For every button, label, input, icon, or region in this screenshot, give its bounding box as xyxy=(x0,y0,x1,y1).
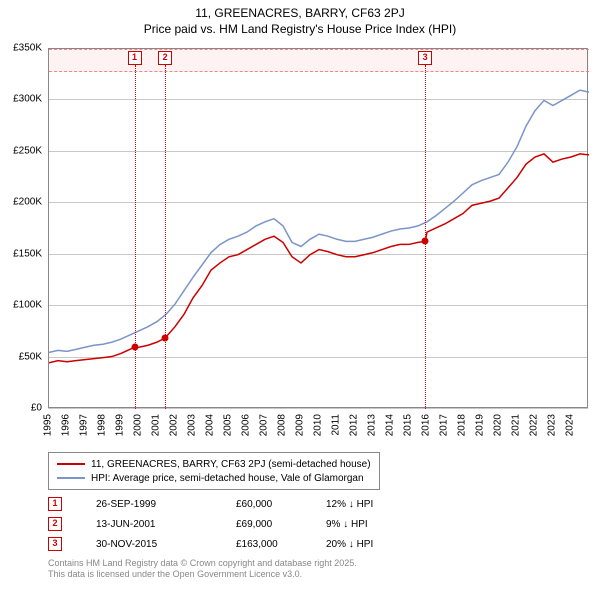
legend-label: 11, GREENACRES, BARRY, CF63 2PJ (semi-de… xyxy=(91,459,371,470)
footer-line2: This data is licensed under the Open Gov… xyxy=(48,569,357,580)
legend-swatch xyxy=(57,463,85,465)
x-tick-label: 2005 xyxy=(223,414,234,436)
annotation-date: 30-NOV-2015 xyxy=(96,539,236,550)
chart-title-block: 11, GREENACRES, BARRY, CF63 2PJ Price pa… xyxy=(0,0,600,37)
x-tick-label: 2002 xyxy=(169,414,180,436)
x-tick-label: 2022 xyxy=(529,414,540,436)
marker-box: 2 xyxy=(158,51,172,65)
x-tick-label: 1996 xyxy=(61,414,72,436)
marker-box: 3 xyxy=(418,51,432,65)
x-tick-label: 2024 xyxy=(565,414,576,436)
annotation-id-box: 3 xyxy=(48,537,62,551)
x-tick-label: 2008 xyxy=(277,414,288,436)
annotation-row: 2 13-JUN-2001£69,0009% ↓ HPI xyxy=(48,514,373,534)
x-tick-label: 2016 xyxy=(421,414,432,436)
x-tick-label: 2013 xyxy=(367,414,378,436)
legend-row: HPI: Average price, semi-detached house,… xyxy=(57,471,371,485)
y-tick-label: £200K xyxy=(0,197,42,208)
x-tick-label: 2014 xyxy=(385,414,396,436)
y-tick-label: £300K xyxy=(0,94,42,105)
plot-area: 1 2 3 xyxy=(48,48,588,408)
annotation-price: £163,000 xyxy=(236,539,326,550)
y-tick-label: £350K xyxy=(0,43,42,54)
x-tick-label: 2007 xyxy=(259,414,270,436)
x-tick-label: 2003 xyxy=(187,414,198,436)
x-tick-label: 2011 xyxy=(331,414,342,436)
legend-row: 11, GREENACRES, BARRY, CF63 2PJ (semi-de… xyxy=(57,457,371,471)
x-tick-label: 2018 xyxy=(457,414,468,436)
x-tick-label: 2017 xyxy=(439,414,450,436)
footer-attribution: Contains HM Land Registry data © Crown c… xyxy=(48,558,357,581)
x-tick-label: 2000 xyxy=(133,414,144,436)
chart-container: 11, GREENACRES, BARRY, CF63 2PJ Price pa… xyxy=(0,0,600,590)
x-tick-label: 1997 xyxy=(79,414,90,436)
y-tick-label: £250K xyxy=(0,145,42,156)
marker-dot xyxy=(131,344,138,351)
marker-dot xyxy=(162,335,169,342)
x-tick-label: 2019 xyxy=(475,414,486,436)
x-tick-label: 2010 xyxy=(313,414,324,436)
annotation-price: £69,000 xyxy=(236,519,326,530)
x-tick-label: 2009 xyxy=(295,414,306,436)
annotation-id-box: 1 xyxy=(48,497,62,511)
x-tick-label: 2021 xyxy=(511,414,522,436)
x-tick-label: 2012 xyxy=(349,414,360,436)
sale-annotation-table: 1 26-SEP-1999£60,00012% ↓ HPI 2 13-JUN-2001… xyxy=(48,494,373,554)
footer-line1: Contains HM Land Registry data © Crown c… xyxy=(48,558,357,569)
line-series-svg xyxy=(49,49,589,409)
annotation-pct: 12% ↓ HPI xyxy=(326,499,373,510)
marker-box: 1 xyxy=(128,51,142,65)
series-property xyxy=(49,154,589,363)
legend-label: HPI: Average price, semi-detached house,… xyxy=(91,473,364,484)
marker-line xyxy=(135,65,136,409)
legend-swatch xyxy=(57,477,85,479)
marker-line xyxy=(165,65,166,409)
x-tick-label: 1995 xyxy=(43,414,54,436)
x-tick-label: 2004 xyxy=(205,414,216,436)
annotation-price: £60,000 xyxy=(236,499,326,510)
annotation-date: 13-JUN-2001 xyxy=(96,519,236,530)
annotation-pct: 20% ↓ HPI xyxy=(326,539,373,550)
x-tick-label: 2015 xyxy=(403,414,414,436)
chart-title-line1: 11, GREENACRES, BARRY, CF63 2PJ xyxy=(0,6,600,22)
x-tick-label: 1998 xyxy=(97,414,108,436)
x-tick-label: 2023 xyxy=(547,414,558,436)
annotation-pct: 9% ↓ HPI xyxy=(326,519,368,530)
y-tick-label: £0 xyxy=(0,403,42,414)
x-tick-label: 2001 xyxy=(151,414,162,436)
annotation-id-box: 2 xyxy=(48,517,62,531)
marker-dot xyxy=(422,238,429,245)
annotation-row: 1 26-SEP-1999£60,00012% ↓ HPI xyxy=(48,494,373,514)
chart-title-line2: Price paid vs. HM Land Registry's House … xyxy=(0,22,600,38)
annotation-row: 3 30-NOV-2015£163,00020% ↓ HPI xyxy=(48,534,373,554)
y-tick-label: £100K xyxy=(0,300,42,311)
y-tick-label: £150K xyxy=(0,248,42,259)
y-tick-label: £50K xyxy=(0,351,42,362)
annotation-date: 26-SEP-1999 xyxy=(96,499,236,510)
legend: 11, GREENACRES, BARRY, CF63 2PJ (semi-de… xyxy=(48,452,380,490)
series-hpi xyxy=(49,90,589,352)
x-tick-label: 2020 xyxy=(493,414,504,436)
x-tick-label: 1999 xyxy=(115,414,126,436)
x-tick-label: 2006 xyxy=(241,414,252,436)
